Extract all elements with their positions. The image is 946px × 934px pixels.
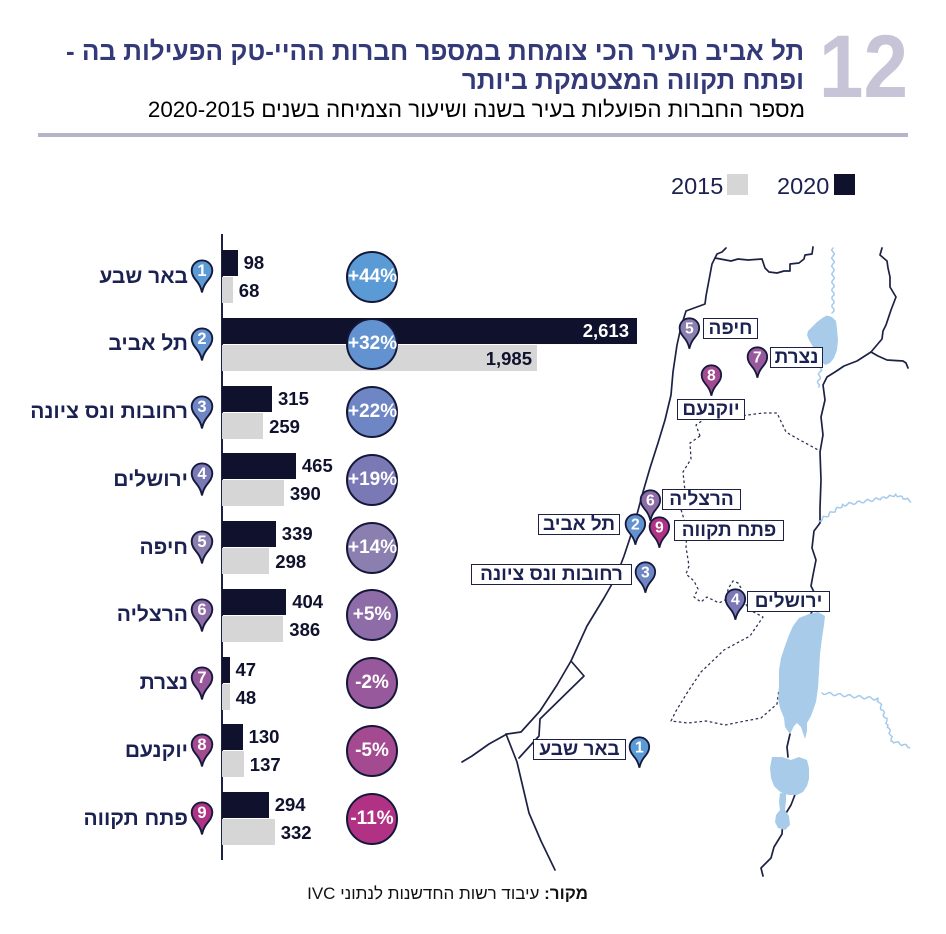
svg-text:2: 2	[631, 516, 640, 533]
svg-text:6: 6	[197, 601, 206, 619]
svg-text:7: 7	[753, 349, 762, 366]
svg-text:4: 4	[197, 465, 207, 483]
svg-text:2: 2	[197, 330, 206, 348]
svg-text:5: 5	[197, 533, 206, 551]
svg-text:3: 3	[197, 398, 206, 416]
svg-text:4: 4	[731, 591, 740, 608]
svg-text:9: 9	[655, 519, 664, 536]
svg-text:1: 1	[197, 262, 206, 280]
svg-text:8: 8	[707, 367, 716, 384]
svg-text:5: 5	[685, 320, 694, 337]
svg-text:9: 9	[197, 804, 206, 822]
svg-text:6: 6	[646, 492, 655, 509]
svg-text:3: 3	[641, 564, 650, 581]
svg-text:7: 7	[197, 669, 206, 687]
svg-text:1: 1	[635, 739, 644, 756]
svg-text:8: 8	[197, 736, 206, 754]
